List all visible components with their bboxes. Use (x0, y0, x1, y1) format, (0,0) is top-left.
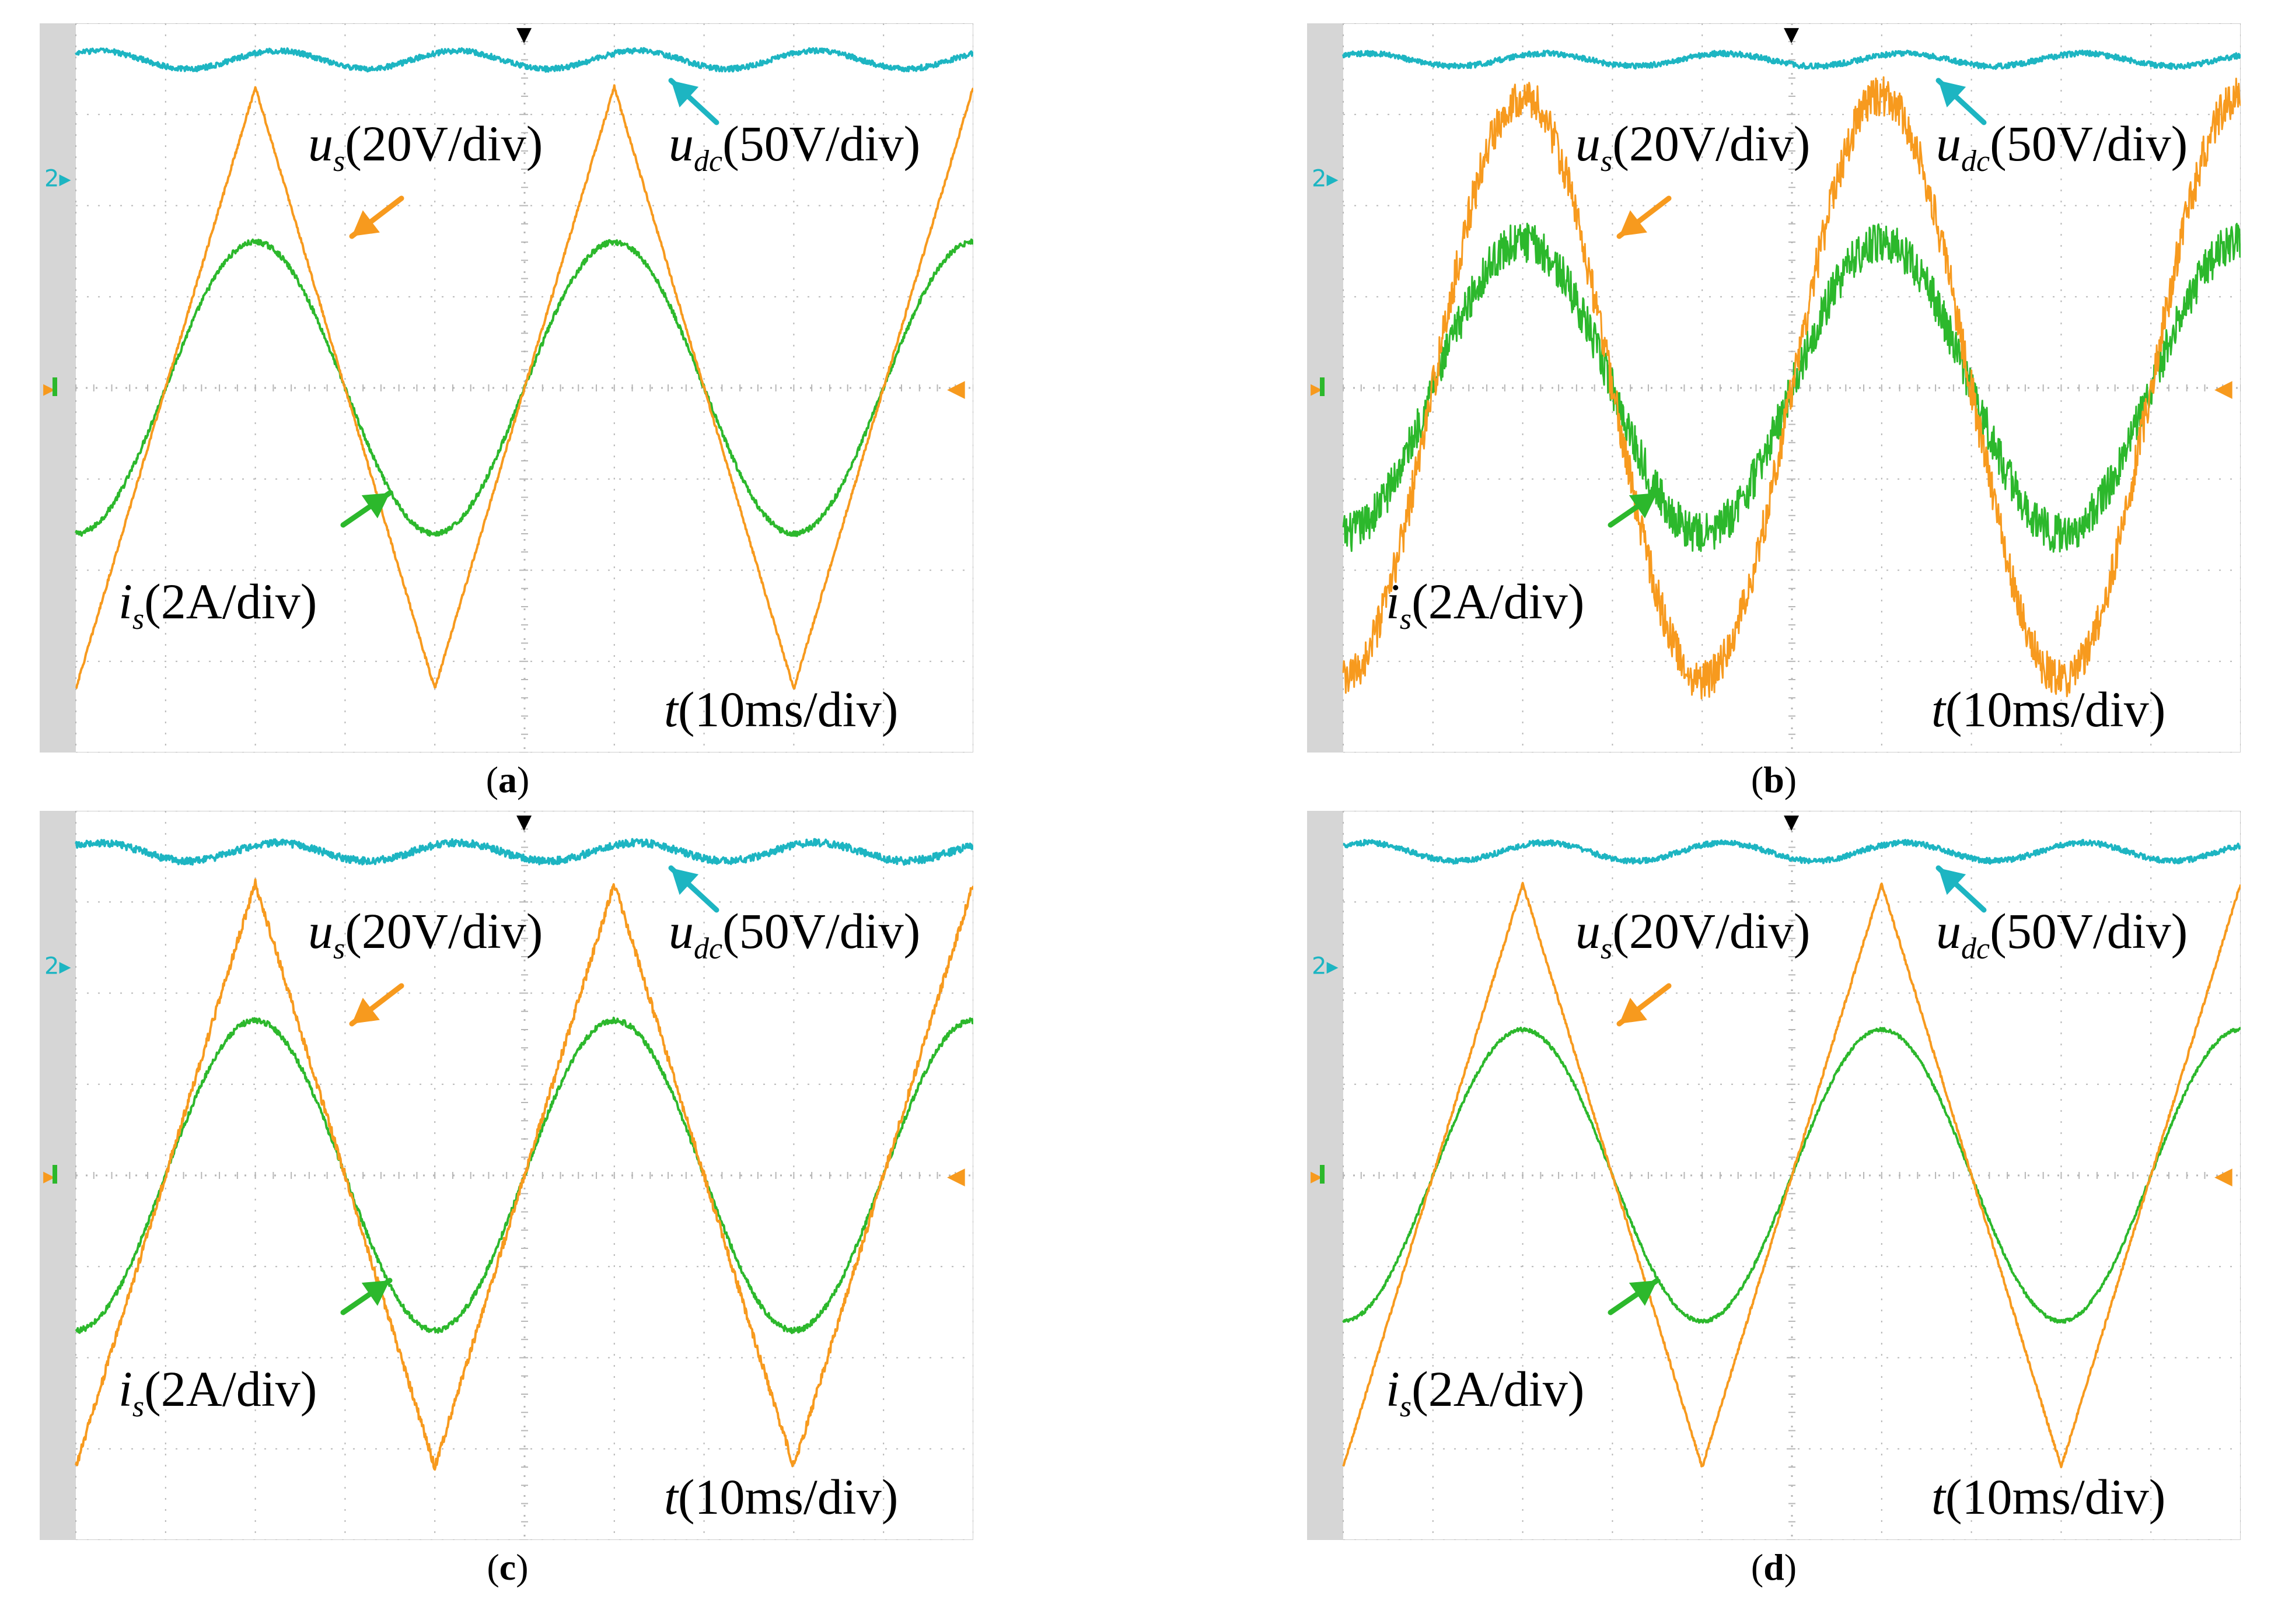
label-t: t(10ms/div) (1931, 1469, 2165, 1525)
label-is: is(2A/div) (118, 573, 317, 636)
trigger-marker: ▼ (516, 811, 532, 834)
trigger-marker: ▼ (516, 23, 532, 46)
arrow-is (340, 490, 393, 528)
arrow-head (671, 868, 699, 895)
trace-us (75, 878, 973, 1471)
ch2-marker: 2▸ (1312, 166, 1339, 192)
scope-sidebar (40, 23, 76, 752)
arrow-us (1616, 983, 1672, 1027)
ground-marker-right: ◀ (2214, 1163, 2232, 1189)
caption-d: (d) (1751, 1546, 1797, 1588)
ground-marker-right: ◀ (947, 1163, 965, 1189)
label-is: is(2A/div) (1386, 573, 1584, 636)
panel-b: 2▸ ▸ ◀ ▼ us(20V/div) udc(50V/div) is(2A/div) t(… (1307, 23, 2241, 752)
label-us: us(20V/div) (1575, 903, 1810, 965)
trace-udc (75, 47, 973, 73)
arrow-head (352, 998, 380, 1024)
label-t: t(10ms/div) (664, 1469, 898, 1525)
scope-c: 2▸ ▸ ◀ ▼ us(20V/div) udc(50V/div) is(2A/div) t(… (40, 811, 973, 1540)
arrow-udc (1935, 78, 1987, 125)
ground-marker-bar (1320, 1165, 1325, 1184)
ground-marker-left: ▸ (1311, 375, 1322, 402)
label-udc: udc(50V/div) (669, 116, 920, 178)
arrow-us (349, 195, 404, 239)
arrow-us (349, 983, 404, 1027)
trigger-marker: ▼ (1784, 23, 1800, 46)
scope-sidebar (1307, 23, 1343, 752)
arrow-is (1608, 1278, 1660, 1315)
arrow-head (671, 80, 699, 108)
scope-grid (1343, 811, 2241, 1540)
caption-c: (c) (487, 1546, 529, 1588)
scope-grid (75, 23, 973, 752)
ground-marker-left: ▸ (43, 375, 55, 402)
panel-c: 2▸ ▸ ◀ ▼ us(20V/div) udc(50V/div) is(2A/div) t(… (40, 811, 973, 1540)
label-udc: udc(50V/div) (1936, 903, 2188, 965)
arrow-udc (1935, 865, 1987, 913)
label-us: us(20V/div) (1575, 116, 1810, 178)
trace-udc (1343, 839, 2241, 865)
panel-a: 2▸ ▸ ◀ ▼ us(20V/div) udc(50V/div) is(2A/div) t(… (40, 23, 973, 752)
panel-d: 2▸ ▸ ◀ ▼ us(20V/div) udc(50V/div) is(2A/div) t(… (1307, 811, 2241, 1540)
ground-marker-left: ▸ (43, 1163, 55, 1189)
label-udc: udc(50V/div) (1936, 116, 2188, 178)
scope-sidebar (1307, 811, 1343, 1540)
trigger-marker: ▼ (1784, 811, 1800, 834)
ground-marker-left: ▸ (1311, 1163, 1322, 1189)
trace-us (1342, 76, 2241, 700)
label-t: t(10ms/div) (1931, 681, 2165, 737)
trace-us (1342, 881, 2241, 1468)
caption-letter-c: c (499, 1546, 516, 1588)
scope-grid (75, 811, 973, 1540)
arrow-head (1629, 1280, 1657, 1306)
caption-letter-b: b (1763, 759, 1784, 800)
caption-letter-a: a (498, 759, 517, 800)
ground-marker-right: ◀ (947, 375, 965, 402)
ground-marker-bar (53, 1165, 57, 1184)
ch2-marker: 2▸ (1312, 953, 1339, 980)
scope-grid (1343, 23, 2241, 752)
arrow-head (1619, 210, 1647, 236)
label-is: is(2A/div) (118, 1361, 317, 1423)
ch2-marker: 2▸ (44, 953, 71, 980)
arrow-head (1629, 493, 1657, 519)
arrow-head (361, 493, 390, 519)
arrow-head (1938, 868, 1966, 895)
caption-b: (b) (1751, 759, 1797, 800)
label-us: us(20V/div) (308, 903, 543, 965)
ground-marker-bar (1320, 377, 1325, 396)
scope-d: 2▸ ▸ ◀ ▼ us(20V/div) udc(50V/div) is(2A/div) t(… (1307, 811, 2241, 1540)
ground-marker-bar (53, 377, 57, 396)
label-udc: udc(50V/div) (669, 903, 920, 965)
trace-us (75, 84, 973, 690)
arrow-udc (668, 78, 719, 125)
caption-a: (a) (485, 759, 530, 800)
caption-letter-d: d (1763, 1546, 1784, 1588)
arrow-head (352, 210, 380, 236)
arrow-head (1619, 998, 1647, 1024)
trace-udc (1342, 49, 2241, 71)
arrow-is (1608, 490, 1660, 528)
trace-udc (75, 838, 973, 866)
scope-b: 2▸ ▸ ◀ ▼ us(20V/div) udc(50V/div) is(2A/div) t(… (1307, 23, 2241, 752)
arrow-head (361, 1280, 390, 1306)
arrow-is (340, 1278, 393, 1315)
arrow-head (1938, 80, 1966, 108)
label-t: t(10ms/div) (664, 681, 898, 737)
label-is: is(2A/div) (1386, 1361, 1584, 1423)
ch2-marker: 2▸ (44, 166, 71, 192)
arrow-us (1616, 195, 1672, 239)
scope-a: 2▸ ▸ ◀ ▼ us(20V/div) udc(50V/div) is(2A/div) t(… (40, 23, 973, 752)
scope-sidebar (40, 811, 76, 1540)
label-us: us(20V/div) (308, 116, 543, 178)
ground-marker-right: ◀ (2214, 375, 2232, 402)
arrow-udc (668, 865, 719, 913)
